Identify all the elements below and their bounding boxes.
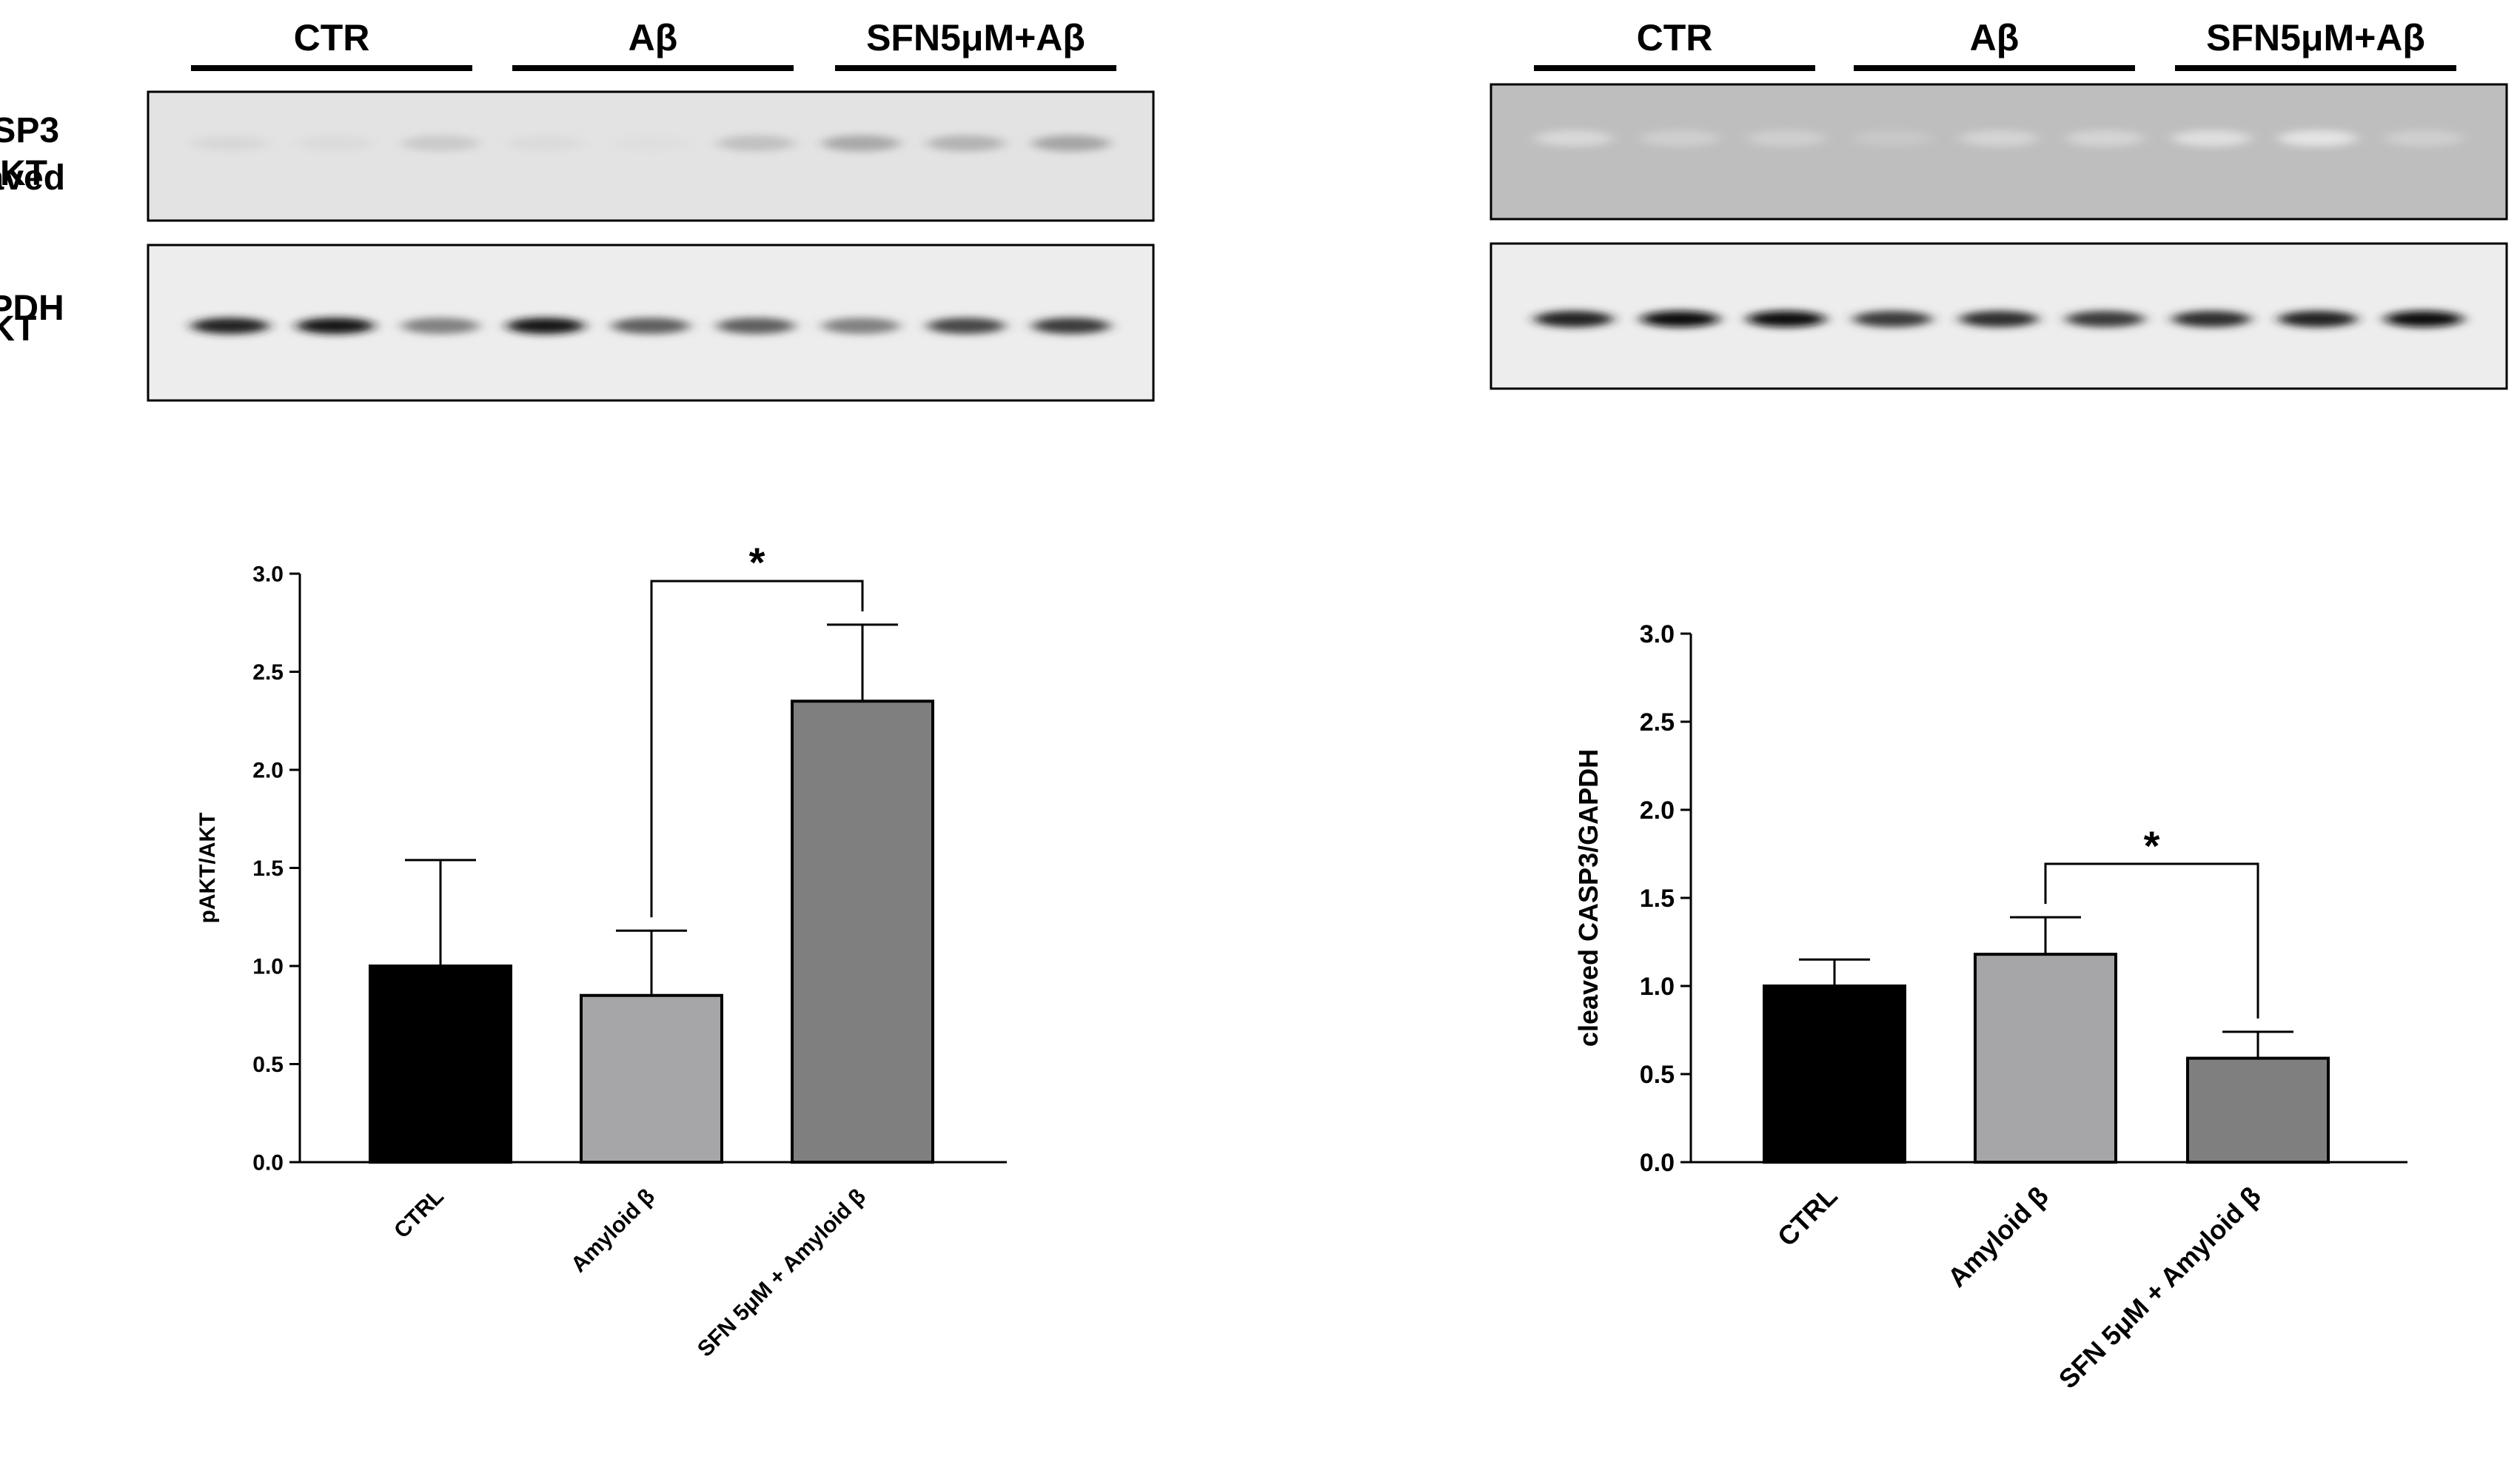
blot-band bbox=[1959, 130, 2039, 147]
x-tick-label: SFN 5μM + Amyloid β bbox=[2053, 1181, 2267, 1395]
blot-band bbox=[2171, 130, 2251, 147]
blot-group-label: CTR bbox=[294, 17, 370, 58]
blot-row: CASP3 cleaved bbox=[0, 83, 2508, 221]
blot-membrane bbox=[147, 90, 1155, 222]
blot-band bbox=[611, 318, 690, 335]
blot-group-label: Aβ bbox=[1970, 17, 2020, 58]
bar bbox=[791, 700, 934, 1164]
blot-band bbox=[2278, 130, 2357, 147]
bar bbox=[369, 965, 512, 1164]
blot-row-label: cleaved bbox=[0, 158, 65, 198]
bar bbox=[2186, 1056, 2330, 1164]
significance-bracket bbox=[2044, 862, 2259, 1019]
y-tick-label: 0.5 bbox=[1640, 1061, 1675, 1089]
blot-band bbox=[2278, 310, 2357, 327]
y-axis-label: pAKT/AKT bbox=[195, 813, 220, 924]
blot-band bbox=[927, 318, 1005, 335]
blot-band bbox=[191, 318, 269, 335]
blot-left: CTR Aβ SFN5μM+Aβ pAKT AKT bbox=[0, 17, 1155, 402]
blot-band bbox=[1641, 310, 1720, 327]
blot-band bbox=[1959, 310, 2039, 327]
blot-row: GAPDH bbox=[0, 242, 2508, 390]
x-tick-label: Amyloid β bbox=[566, 1184, 660, 1278]
significance-bracket bbox=[650, 580, 864, 918]
bar bbox=[1763, 985, 1906, 1164]
blot-band bbox=[2385, 310, 2464, 327]
blot-row-label: pAKT bbox=[0, 154, 47, 193]
blot-band bbox=[611, 135, 690, 152]
blot-band bbox=[717, 135, 795, 152]
blot-band bbox=[1853, 130, 1932, 147]
blot-row-label: GAPDH bbox=[0, 289, 64, 328]
y-tick-label: 1.0 bbox=[252, 955, 284, 979]
blot-band bbox=[1746, 130, 1826, 147]
blot-row-label: CASP3 bbox=[0, 111, 59, 150]
y-tick-label: 3.0 bbox=[1640, 620, 1675, 648]
western-blots: CTR Aβ SFN5μM+Aβ pAKT AKT CTR Aβ SFN5μM+Aβ CASP3… bbox=[0, 17, 2508, 402]
y-tick-label: 1.5 bbox=[252, 856, 284, 881]
y-tick-label: 3.0 bbox=[252, 563, 284, 587]
y-tick-label: 1.0 bbox=[1640, 973, 1675, 1001]
x-tick-label: Amyloid β bbox=[1942, 1181, 2054, 1293]
bar-chart-2: 0.0 0.5 1.0 1.5 2.0 2.5 3.0 cleaved CASP3/GAPDH… bbox=[1573, 620, 2407, 1395]
blot-band bbox=[717, 318, 795, 335]
y-tick-label: 2.5 bbox=[252, 660, 284, 685]
bar-charts: 0.0 0.5 1.0 1.5 2.0 2.5 3.0 pAKT/AKT CTRL Amyloid… bbox=[195, 539, 2407, 1395]
blot-band bbox=[296, 135, 375, 152]
blot-band bbox=[401, 318, 480, 335]
blot-band bbox=[2171, 310, 2251, 327]
y-tick-label: 2.0 bbox=[1640, 796, 1675, 825]
x-tick-label: CTRL bbox=[1772, 1181, 1843, 1252]
significance-star: * bbox=[2144, 822, 2160, 869]
blot-band bbox=[2065, 310, 2145, 327]
x-tick-label: SFN 5μM + Amyloid β bbox=[693, 1184, 871, 1362]
blot-membrane bbox=[1489, 83, 2508, 221]
blot-band bbox=[1032, 318, 1110, 335]
blot-row-label: AKT bbox=[0, 309, 36, 349]
blot-group-label: SFN5μM+Aβ bbox=[2206, 17, 2425, 58]
blot-band bbox=[1534, 310, 1613, 327]
blot-right: CTR Aβ SFN5μM+Aβ CASP3 cleaved GAPDH bbox=[0, 17, 2508, 390]
blot-band bbox=[1032, 135, 1110, 152]
blot-band bbox=[822, 135, 900, 152]
blot-band bbox=[506, 318, 585, 335]
blot-band bbox=[296, 318, 375, 335]
blot-group-label: CTR bbox=[1637, 17, 1713, 58]
blot-band bbox=[2385, 130, 2464, 147]
significance-star: * bbox=[749, 539, 765, 586]
blot-band bbox=[191, 135, 269, 152]
y-tick-label: 0.0 bbox=[1640, 1149, 1675, 1177]
blot-group-label: SFN5μM+Aβ bbox=[866, 17, 1085, 58]
y-tick-label: 2.5 bbox=[1640, 708, 1675, 737]
y-tick-label: 0.0 bbox=[252, 1151, 284, 1175]
blot-band bbox=[1641, 130, 1720, 147]
bar-chart-1: 0.0 0.5 1.0 1.5 2.0 2.5 3.0 pAKT/AKT CTRL Amyloid… bbox=[195, 539, 1007, 1362]
blot-band bbox=[1746, 310, 1826, 327]
blot-band bbox=[1534, 130, 1613, 147]
y-tick-label: 0.5 bbox=[252, 1053, 284, 1077]
blot-band bbox=[1853, 310, 1932, 327]
blot-group-label: Aβ bbox=[629, 17, 678, 58]
blot-band bbox=[822, 318, 900, 335]
x-tick-label: CTRL bbox=[389, 1184, 449, 1244]
blot-row: pAKT bbox=[0, 90, 1155, 222]
blot-band bbox=[2065, 130, 2145, 147]
blot-row: AKT bbox=[0, 244, 1155, 402]
bar bbox=[1974, 953, 2117, 1164]
blot-band bbox=[506, 135, 585, 152]
y-tick-label: 2.0 bbox=[252, 759, 284, 783]
y-axis-label: cleaved CASP3/GAPDH bbox=[1573, 749, 1604, 1047]
blot-band bbox=[927, 135, 1005, 152]
bar bbox=[580, 993, 723, 1164]
y-tick-label: 1.5 bbox=[1640, 885, 1675, 913]
blot-band bbox=[401, 135, 480, 152]
